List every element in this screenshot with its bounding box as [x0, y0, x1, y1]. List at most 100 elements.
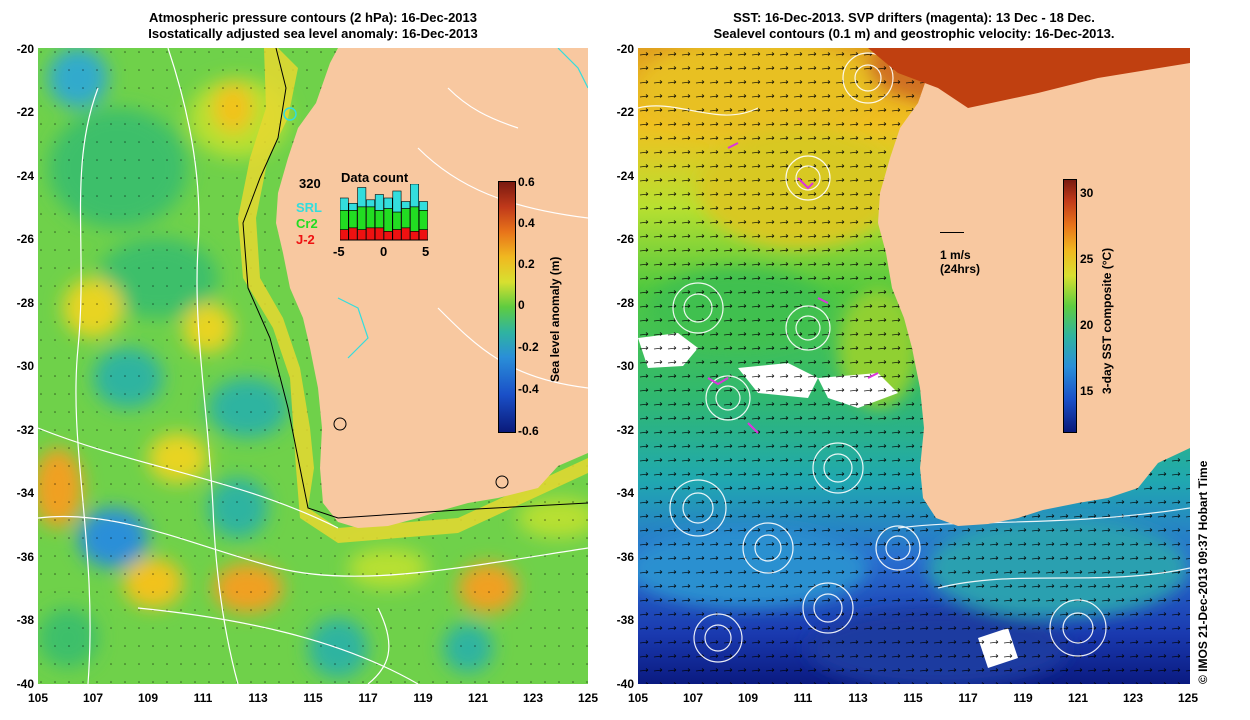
sla-cb-tick: 0.2: [518, 257, 535, 271]
histogram-bar-j2: [366, 227, 375, 241]
histogram-bar-srl: [410, 184, 420, 208]
sst-colorbar-label: 3-day SST composite (°C): [1100, 247, 1114, 394]
right-title-line1: SST: 16-Dec-2013. SVP drifters (magenta)…: [733, 10, 1095, 25]
histogram-bar-j2: [340, 229, 349, 241]
x-tick: 115: [903, 691, 923, 705]
x-tick: 111: [793, 691, 813, 705]
y-tick: -40: [16, 677, 34, 691]
sla-map-svg: [38, 48, 588, 684]
x-tick: 123: [522, 691, 544, 705]
y-tick: -32: [616, 423, 634, 437]
y-tick: -36: [16, 550, 34, 564]
y-tick: -24: [616, 169, 634, 183]
histogram-bar-srl: [383, 197, 393, 209]
x-tick: 121: [1067, 691, 1089, 705]
legend-cr2: Cr2: [296, 216, 318, 231]
x-tick: 115: [303, 691, 323, 705]
vector-scale-sublabel: (24hrs): [940, 262, 981, 276]
sst-cb-tick: 25: [1080, 252, 1094, 266]
x-tick: 107: [82, 691, 104, 705]
x-tick: 119: [413, 691, 433, 705]
x-tick: 109: [137, 691, 159, 705]
histogram-bar-cr2: [374, 209, 384, 229]
inset-x-tick: 5: [422, 244, 430, 259]
x-tick: 113: [848, 691, 868, 705]
legend-srl: SRL: [296, 200, 322, 215]
histogram-bar-cr2: [418, 209, 428, 230]
y-tick: -34: [616, 486, 634, 500]
histogram-bar-srl: [348, 202, 358, 211]
inset-x-tick: -5: [333, 244, 345, 259]
legend-j2: J-2: [296, 232, 315, 247]
histogram-bar-j2: [348, 227, 358, 241]
x-tick: 105: [27, 691, 49, 705]
sst-cb-tick: 30: [1080, 186, 1094, 200]
data-count-histogram: [340, 184, 428, 241]
y-tick: -34: [16, 486, 34, 500]
imos-credit: © IMOS 21-Dec-2013 09:37 Hobart Time: [1196, 460, 1210, 684]
y-tick: -28: [616, 296, 634, 310]
left-title-line1: Atmospheric pressure contours (2 hPa): 1…: [149, 10, 477, 25]
y-tick: -26: [616, 232, 634, 246]
histogram-bar-j2: [418, 229, 428, 241]
x-tick: 117: [958, 691, 978, 705]
inset-title: Data count: [341, 170, 409, 185]
x-tick: 113: [248, 691, 268, 705]
histogram-bar-cr2: [392, 211, 402, 230]
histogram-bar-srl: [340, 197, 349, 211]
y-tick: -22: [616, 105, 634, 119]
x-tick: 109: [737, 691, 759, 705]
sla-cb-tick: -0.4: [518, 382, 539, 396]
histogram-bar-srl: [392, 190, 402, 213]
sla-cb-tick: -0.6: [518, 424, 539, 438]
right-title-line2: Sealevel contours (0.1 m) and geostrophi…: [713, 26, 1115, 41]
sla-cb-tick: -0.2: [518, 340, 539, 354]
left-title-line2: Isostatically adjusted sea level anomaly…: [148, 26, 478, 41]
histogram-bar-srl: [418, 201, 428, 211]
vector-scale-label: 1 m/s: [940, 248, 971, 262]
x-tick: 121: [467, 691, 489, 705]
sla-cb-tick: 0.4: [518, 216, 535, 230]
histogram-bar-j2: [383, 230, 393, 241]
y-tick: -38: [616, 613, 634, 627]
sst-colorbar: [1063, 179, 1077, 433]
x-tick: 117: [358, 691, 378, 705]
y-tick: -20: [616, 42, 634, 56]
histogram-bar-j2: [401, 227, 411, 241]
sla-colorbar: [498, 181, 516, 433]
sst-map-svg: [638, 48, 1190, 684]
histogram-bar-srl: [401, 201, 411, 209]
histogram-bar-j2: [410, 230, 420, 241]
y-tick: -32: [16, 423, 34, 437]
sst-map: [638, 48, 1190, 684]
vector-scale-arrow: [940, 232, 964, 234]
histogram-bar-cr2: [401, 208, 411, 229]
inset-max-label: 320: [299, 176, 321, 191]
sea-level-anomaly-map: [38, 48, 588, 684]
inset-x-tick: 0: [380, 244, 388, 259]
y-tick: -28: [16, 296, 34, 310]
histogram-bar-cr2: [357, 206, 367, 230]
sla-cb-tick: 0.6: [518, 175, 535, 189]
histogram-bar-cr2: [383, 208, 393, 232]
y-tick: -38: [16, 613, 34, 627]
y-tick: -20: [16, 42, 34, 56]
histogram-bar-cr2: [410, 206, 420, 232]
y-tick: -24: [16, 169, 34, 183]
histogram-bar-cr2: [340, 209, 349, 230]
x-tick: 107: [682, 691, 704, 705]
y-tick: -30: [16, 359, 34, 373]
histogram-bar-srl: [374, 194, 384, 211]
y-tick: -22: [16, 105, 34, 119]
x-tick: 125: [577, 691, 599, 705]
histogram-bar-j2: [374, 227, 384, 241]
histogram-bar-cr2: [366, 206, 375, 229]
x-tick: 125: [1177, 691, 1199, 705]
histogram-bar-j2: [357, 229, 367, 241]
y-tick: -40: [616, 677, 634, 691]
sst-cb-tick: 20: [1080, 318, 1094, 332]
histogram-bar-j2: [392, 229, 402, 241]
y-tick: -26: [16, 232, 34, 246]
histogram-bar-srl: [357, 187, 367, 208]
x-tick: 119: [1013, 691, 1033, 705]
